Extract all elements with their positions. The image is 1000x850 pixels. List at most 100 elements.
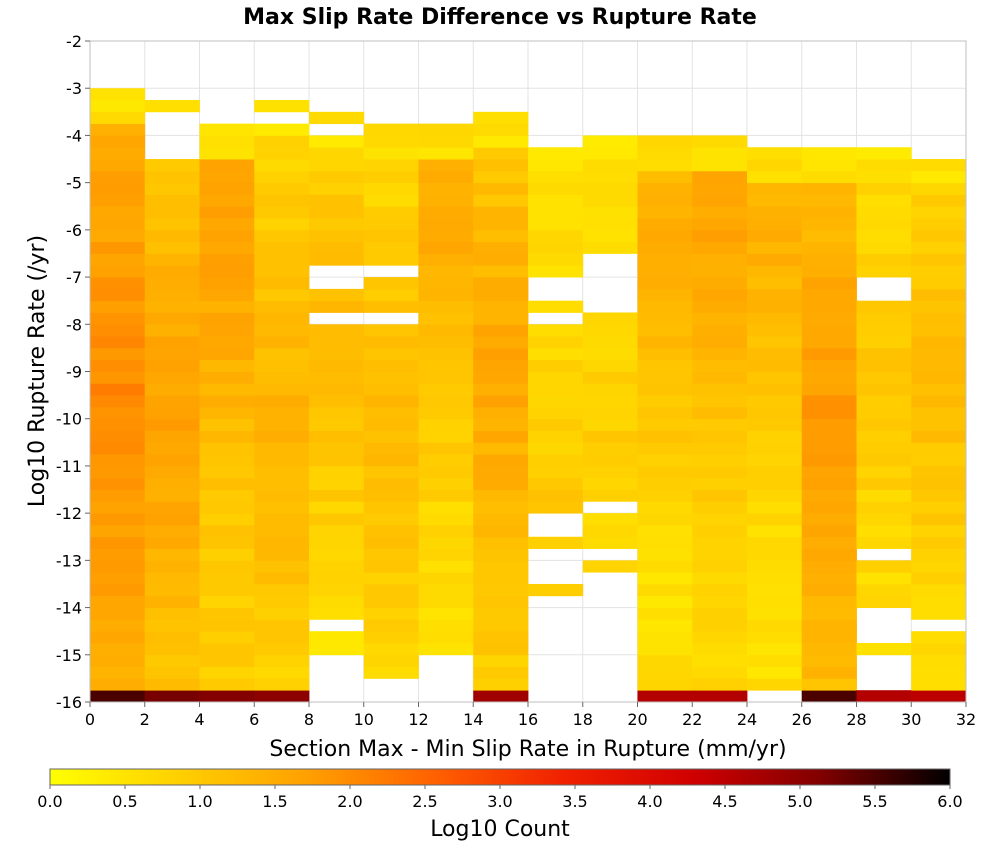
heatmap-cell [90, 88, 146, 101]
heatmap-cell [692, 524, 748, 538]
heatmap-cell [637, 406, 693, 420]
heatmap-cell [856, 430, 912, 443]
heatmap-cell [363, 347, 419, 361]
heatmap-cell [911, 572, 967, 585]
heatmap-cell [418, 265, 474, 278]
heatmap-cell [309, 347, 365, 361]
heatmap-cell [144, 371, 200, 384]
heatmap-cell [637, 359, 693, 372]
heatmap-cell [582, 206, 638, 219]
heatmap-cell [144, 619, 200, 632]
heatmap-cell [911, 595, 967, 608]
heatmap-cell [309, 395, 365, 408]
heatmap-cell [911, 442, 967, 455]
heatmap-cell [856, 218, 912, 231]
heatmap-cell [199, 277, 255, 290]
heatmap-cell [309, 206, 365, 219]
heatmap-cell [199, 442, 255, 455]
heatmap-cell [747, 595, 803, 608]
heatmap-cell [801, 300, 857, 313]
heatmap-cell [309, 418, 365, 431]
heatmap-cell [254, 300, 310, 313]
heatmap-cell [90, 336, 146, 349]
heatmap-cell [692, 359, 748, 372]
heatmap-cell [801, 477, 857, 490]
heatmap-cell [144, 100, 200, 113]
heatmap-cell [199, 206, 255, 219]
heatmap-cell [637, 277, 693, 290]
heatmap-cell [254, 395, 310, 408]
heatmap-cell [692, 513, 748, 526]
heatmap-cell [363, 135, 419, 148]
heatmap-cell [418, 442, 474, 455]
heatmap-cell [418, 300, 474, 313]
heatmap-cell [199, 147, 255, 160]
heatmap-cell [199, 501, 255, 514]
heatmap-cell [801, 395, 857, 408]
heatmap-cell [309, 477, 365, 490]
heatmap-cell [747, 241, 803, 254]
heatmap-cell [692, 501, 748, 514]
heatmap-cell [692, 631, 748, 644]
heatmap-cell [911, 182, 967, 195]
heatmap-cell [856, 642, 912, 656]
heatmap-cell [144, 430, 200, 443]
heatmap-cell [692, 477, 748, 490]
heatmap-cell [801, 548, 857, 561]
heatmap-cell [199, 336, 255, 349]
heatmap-cell [363, 548, 419, 561]
heatmap-cell [473, 465, 529, 479]
heatmap-cell [856, 536, 912, 549]
heatmap-cell [473, 619, 529, 632]
heatmap-cell [90, 642, 146, 656]
heatmap-cell [418, 465, 474, 479]
x-axis-title: Section Max - Min Slip Rate in Rupture (… [269, 737, 786, 762]
heatmap-cell [254, 666, 310, 679]
heatmap-cell [144, 678, 200, 691]
heatmap-cell [747, 678, 803, 691]
colorbar-tick-label: 4.0 [637, 792, 662, 811]
heatmap-cell [254, 489, 310, 502]
heatmap-cell [199, 477, 255, 490]
heatmap-cell [309, 159, 365, 172]
heatmap-cell [363, 300, 419, 313]
heatmap-cell [144, 465, 200, 479]
heatmap-cell [473, 170, 529, 184]
heatmap-cell [582, 312, 638, 325]
heatmap-cell [199, 666, 255, 679]
heatmap-cell [637, 206, 693, 219]
heatmap-cell [90, 229, 146, 243]
heatmap-cell [528, 536, 584, 549]
heatmap-cell [747, 265, 803, 278]
y-tick-label: -11 [56, 457, 82, 476]
heatmap-cell [856, 159, 912, 172]
heatmap-cell [309, 430, 365, 443]
heatmap-cell [582, 430, 638, 443]
heatmap-cell [309, 524, 365, 538]
heatmap-cell [363, 194, 419, 207]
heatmap-cell [309, 371, 365, 384]
heatmap-cell [747, 395, 803, 408]
heatmap-cell [199, 218, 255, 231]
heatmap-cell [199, 371, 255, 384]
heatmap-cell [418, 560, 474, 573]
heatmap-cell [363, 430, 419, 443]
heatmap-cell [911, 229, 967, 243]
y-tick-label: -14 [56, 599, 82, 618]
heatmap-cell [473, 265, 529, 278]
heatmap-cell [747, 536, 803, 549]
heatmap-cell [801, 218, 857, 231]
heatmap-cell [582, 524, 638, 538]
heatmap-cell [747, 418, 803, 431]
heatmap-cell [309, 631, 365, 644]
heatmap-cell [856, 147, 912, 160]
heatmap-cell [418, 454, 474, 467]
heatmap-cell [747, 383, 803, 396]
heatmap-cell [911, 489, 967, 502]
heatmap-cell [801, 690, 857, 703]
heatmap-cell [856, 241, 912, 254]
heatmap-cell [801, 501, 857, 514]
heatmap-cell [199, 135, 255, 148]
heatmap-cell [637, 607, 693, 620]
heatmap-cell [144, 218, 200, 231]
